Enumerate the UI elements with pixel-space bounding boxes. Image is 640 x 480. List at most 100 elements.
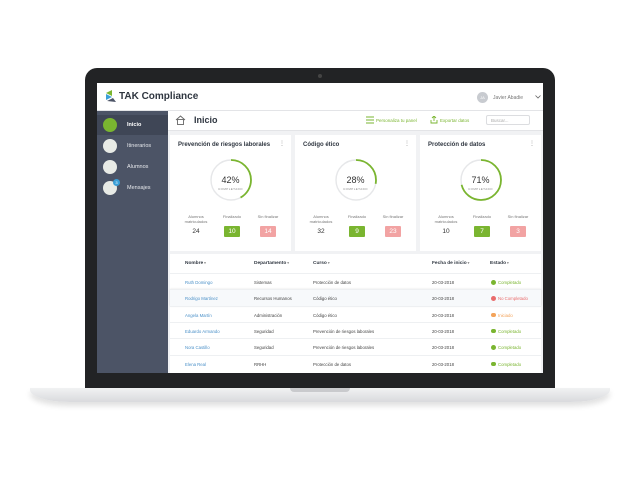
sidebar-icon [103,139,117,153]
stat-label: Finalizado [222,214,242,219]
ring-caption: COMPLETADO [468,187,493,191]
column-header[interactable]: Curso [313,261,330,266]
table-cell: Seguridad [254,345,274,351]
table-cell: RRHH [254,361,267,367]
table-cell: Completado [498,328,522,334]
ring-progress [335,159,377,201]
sidebar-label: Inicio [127,122,142,128]
card-menu[interactable]: ⋮ [404,141,410,147]
table-cell: Código ético [313,312,337,318]
table-cell: Completado [498,280,522,285]
stat-label: Alumnos matriculados [184,214,208,224]
header-title: Inicio [194,115,218,125]
table-cell: Protección de datos [313,361,351,367]
table-row[interactable]: Elena Real RRHH Protección de datos 20-03-2… [170,354,541,372]
column-header[interactable]: Nombre [185,261,206,266]
table-cell: Ruth Domingo [185,280,213,285]
home-icon[interactable] [175,115,186,125]
table-cell: 20-03-2018 [432,345,454,351]
table-cell: Prevención de riesgos laborales [313,328,375,334]
sidebar-item[interactable]: Mensajes 3 [97,178,168,198]
header-action[interactable]: Exportar datos [440,118,470,123]
table-cell: No Completado [498,296,528,302]
table-cell: Completado [498,345,522,351]
course-card: Código ético ⋮ 28% COMPLETADO Alumnos matric… [295,135,416,251]
progress-ring [335,159,377,201]
sidebar-label: Mensajes [127,185,151,191]
stat-value: 9 [349,226,365,237]
table-row[interactable]: Rodrigo Martínez Recursos Humanos Código é… [170,289,541,307]
status-dot [491,345,496,350]
laptop-base [30,388,610,402]
table-cell: Protección de datos [313,280,351,285]
user-menu-caret[interactable] [535,95,541,99]
status-dot [491,328,496,334]
column-header[interactable]: Departamento [254,261,289,266]
export-icon [430,116,438,124]
column-header[interactable]: Fecha de inicio [432,261,469,266]
avatar[interactable]: JA [477,92,488,103]
customize-icon [366,116,374,124]
table-cell: Elena Real [185,361,207,367]
table-cell: 20-03-2018 [432,312,454,318]
card-title: Protección de datos [428,142,486,148]
table-cell: 20-03-2018 [432,361,454,367]
card-title: Código ético [303,142,340,148]
ring-progress [210,159,252,201]
sidebar-item[interactable]: Alumnos [97,157,168,177]
stat-value: 32 [317,228,325,235]
sidebar-icon [103,118,117,132]
header-action[interactable]: Personaliza tu panel [376,118,417,123]
search-box[interactable]: Buscar... [486,115,530,125]
card-title: Prevención de riesgos laborales [178,142,271,148]
table-cell: Iniciado [498,312,513,318]
card-menu[interactable]: ⋮ [279,141,285,147]
sidebar-label: Alumnos [127,164,149,170]
table-cell: Administración [254,312,283,318]
screen: TAK Compliance JA Javier Abadie Inicio It… [97,83,543,373]
status-dot [491,361,496,366]
table-cell: Sistemas [254,280,272,285]
laptop-notch [290,388,350,392]
table-cell: 20-03-2018 [432,280,454,285]
column-header[interactable]: Estado [490,261,509,266]
table-cell: Prevención de riesgos laborales [313,345,375,351]
course-card: Protección de datos ⋮ 71% COMPLETADO Alumnos… [420,135,541,251]
stat-value: 14 [260,226,276,237]
stat-label: Alumnos matriculados [434,214,458,224]
stat-label: Alumnos matriculados [309,214,333,224]
card-menu[interactable]: ⋮ [529,141,535,147]
stat-value: 23 [385,226,401,237]
table-row[interactable]: Angela Martín Administración Código ético 2… [170,305,541,323]
table-row[interactable]: Ruth Domingo Sistemas Protección de datos 2… [170,273,541,290]
table-row[interactable]: Eduardo Armando Seguridad Prevención de ri… [170,321,541,339]
ring-percent: 28% [346,175,365,185]
status-dot [491,280,496,285]
table-row[interactable]: Nora Castillo Seguridad Prevención de ries… [170,338,541,355]
table-cell: Angela Martín [185,312,212,318]
stat-label: Sin finalizar [382,214,404,219]
app-title: TAK Compliance [119,91,199,102]
status-dot [491,296,496,301]
stat-label: Finalizado [347,214,367,219]
stat-value: 24 [192,228,200,235]
sidebar-label: Itinerarios [127,143,152,149]
stat-label: Finalizado [472,214,492,219]
sidebar-item[interactable]: Inicio [97,115,168,135]
stat-value: 7 [474,226,490,237]
table-cell: 20-03-2018 [432,328,454,334]
data-table: Nombre Departamento Curso Fecha de inicio Es… [170,254,541,373]
user-name[interactable]: Javier Abadie [493,95,524,101]
sidebar-item[interactable]: Itinerarios [97,136,168,156]
table-cell: Código ético [313,296,337,302]
stat-value: 10 [442,228,450,235]
sidebar: Inicio Itinerarios Alumnos Mensajes 3 [97,111,168,373]
sidebar-icon [103,160,117,174]
status-dot [491,312,496,318]
stat-label: Sin finalizar [507,214,529,219]
ring-caption: COMPLETADO [218,187,243,191]
page-header: Inicio Buscar... Personaliza tu panel Exp… [168,111,543,131]
table-cell: Rodrigo Martínez [185,296,218,302]
ring-caption: COMPLETADO [343,187,368,191]
